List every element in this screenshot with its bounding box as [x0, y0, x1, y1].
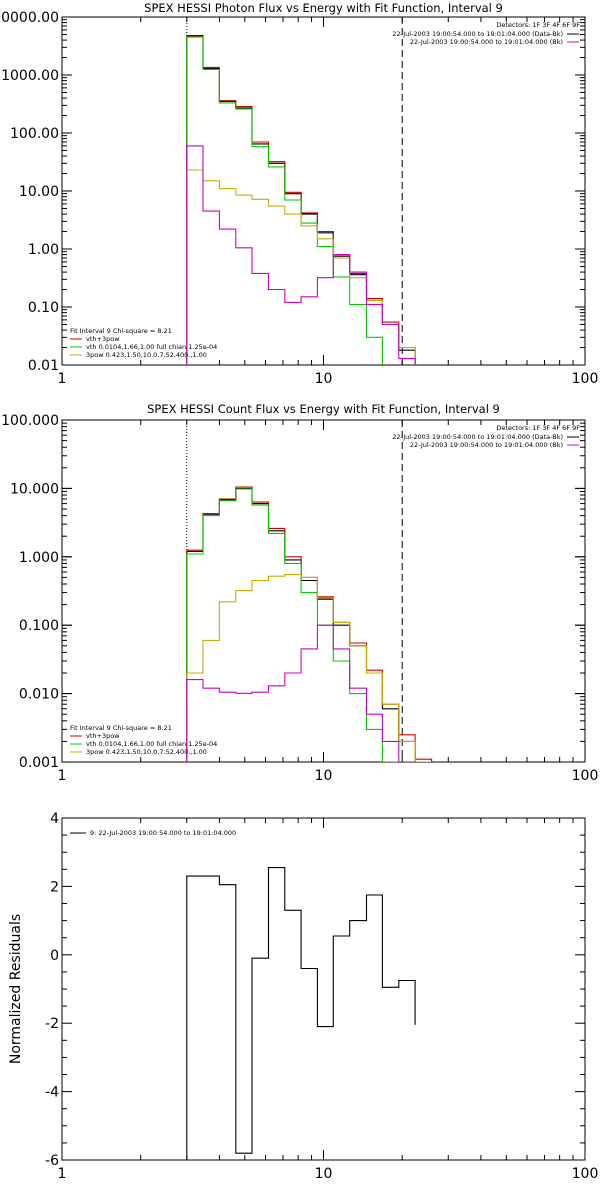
- legend-entry: 22-Jul-2003 19:00:54.000 to 19:01:04.000…: [392, 433, 563, 441]
- legend-entry: 22-Jul-2003 19:00:54.000 to 19:01:04.000…: [410, 441, 563, 449]
- y-tick-label: 4: [50, 811, 59, 827]
- x-tick-label: 100: [572, 1166, 599, 1182]
- y-tick-label: 1.00: [28, 242, 59, 258]
- residual-legend-entry: 9: 22-Jul-2003 19:00:54.000 to 19:01:04.…: [90, 829, 236, 837]
- fit-legend-entry: vth 0.0104,1.66,1.00 full chian 1.25e-04: [86, 343, 217, 351]
- chart-title: SPEX HESSI Photon Flux vs Energy with Fi…: [144, 1, 503, 15]
- x-tick-label: 10: [315, 1166, 333, 1182]
- series-line-2: [186, 486, 433, 762]
- y-tick-label: 10.000: [10, 481, 59, 497]
- y-tick-label: 0.001: [19, 755, 59, 771]
- fit-legend-header: Fit Interval 9 Chi-square = 8.21: [70, 724, 172, 732]
- plot-frame: [61, 817, 586, 1161]
- y-tick-label: 1000.00: [1, 68, 59, 84]
- x-tick-label: 1: [58, 1166, 67, 1182]
- y-tick-label: 10000.00: [0, 10, 59, 26]
- y-tick-label: 0.01: [28, 358, 59, 374]
- residual-legend: 9: 22-Jul-2003 19:00:54.000 to 19:01:04.…: [70, 829, 236, 837]
- chart-title: SPEX HESSI Count Flux vs Energy with Fit…: [147, 402, 500, 416]
- series-line-1: [186, 34, 433, 365]
- series-line-3: [186, 488, 433, 762]
- legend-header: Detectors: 1F 3F 4F 6F 9F: [496, 21, 580, 29]
- x-tick-label: 1: [58, 371, 67, 387]
- x-axis: 1 10 100: [58, 818, 599, 1182]
- fit-legend-header: Fit Interval 9 Chi-square = 8.21: [70, 327, 172, 335]
- plot-frame: [61, 16, 586, 366]
- fit-legend-entry: vth+3pow: [86, 335, 120, 343]
- y-tick-label: -2: [45, 1016, 59, 1032]
- y-axis: 0.01 0.10 1.00 10.00 100.00 1000.00 10000.00: [0, 10, 585, 374]
- series-line-2: [186, 35, 433, 365]
- y-tick-label: 1.000: [19, 550, 59, 566]
- y-tick-label: 2: [50, 879, 59, 895]
- y-tick-label: 0.100: [19, 618, 59, 634]
- y-tick-label: -6: [45, 1153, 59, 1169]
- fit-legend-entry: 3pow 0.423,1.50,10.0,7.52,400.,1.00: [86, 748, 207, 756]
- y-tick-label: 100.000: [1, 413, 59, 429]
- y-tick-label: 0.010: [19, 687, 59, 703]
- plot-frame: [61, 419, 586, 763]
- legend-entry: 22-Jul-2003 19:00:54.000 to 19:01:04.000…: [410, 38, 563, 46]
- x-tick-label: 100: [572, 768, 599, 784]
- x-tick-label: 10: [315, 371, 333, 387]
- fit-legend: Fit Interval 9 Chi-square = 8.21vth+3pow…: [70, 327, 217, 359]
- series-group: [186, 34, 433, 365]
- y-tick-label: 100.00: [10, 126, 59, 142]
- series-line-5: [186, 624, 433, 762]
- y-axis-label: Normalized Residuals: [8, 914, 24, 1064]
- series-line-4: [186, 574, 432, 762]
- series-line-4: [186, 169, 433, 365]
- y-tick-label: 0.10: [28, 300, 59, 316]
- fit-legend-entry: 3pow 0.423,1.50,10.0,7.52,400.,1.00: [86, 351, 207, 359]
- series-group: [186, 867, 416, 1160]
- y-tick-label: -4: [45, 1085, 59, 1101]
- series-line-3: [186, 36, 433, 365]
- series-line-1: [186, 867, 416, 1160]
- x-axis: 1 10 100: [58, 420, 599, 784]
- series-line-1: [186, 487, 432, 762]
- y-tick-label: 10.00: [19, 184, 59, 200]
- x-tick-label: 100: [572, 371, 599, 387]
- legend-entry: 22-Jul-2003 19:00:54.000 to 19:01:04.000…: [392, 30, 563, 38]
- series-line-5: [186, 145, 433, 365]
- y-axis: 0.001 0.010 0.100 1.000 10.000 100.000: [1, 413, 585, 771]
- fit-legend-entry: vth 0.0104,1.66,1.00 full chian 1.25e-04: [86, 740, 217, 748]
- chart-panel-1: SPEX HESSI Photon Flux vs Energy with Fi…: [0, 1, 598, 387]
- y-axis: -6 -4 -2 0 2 4: [45, 811, 585, 1169]
- y-tick-label: 0: [50, 948, 59, 964]
- fit-legend-entry: vth+3pow: [86, 732, 120, 740]
- legend-header: Detectors: 1F 3F 4F 6F 9F: [496, 424, 580, 432]
- x-tick-label: 10: [315, 768, 333, 784]
- fit-legend: Fit Interval 9 Chi-square = 8.21vth+3pow…: [70, 724, 217, 756]
- chart-panel-2: SPEX HESSI Count Flux vs Energy with Fit…: [1, 402, 598, 784]
- x-tick-label: 1: [58, 768, 67, 784]
- chart-panel-3: 1 10 100 -6 -4 -2 0 2 4 Normalized Residuals 9: 22…: [8, 811, 598, 1182]
- series-group: [186, 486, 433, 762]
